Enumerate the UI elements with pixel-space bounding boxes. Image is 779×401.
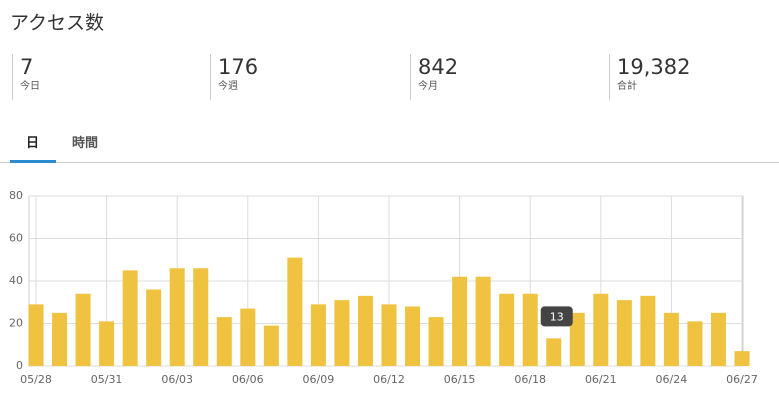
bar	[475, 276, 491, 366]
bar	[405, 306, 421, 366]
bar	[122, 270, 138, 366]
bar	[428, 317, 444, 366]
stat-value: 842	[418, 55, 459, 79]
bar	[334, 300, 350, 366]
bar	[240, 308, 256, 366]
page-title: アクセス数	[10, 12, 105, 34]
x-tick-label: 06/18	[514, 373, 546, 386]
x-tick-label: 06/03	[161, 373, 193, 386]
x-tick-label: 06/24	[656, 373, 688, 386]
x-tick-label: 05/28	[20, 373, 52, 386]
x-tick-label: 06/27	[726, 373, 758, 386]
divider	[0, 162, 779, 163]
bar	[193, 268, 209, 366]
x-tick-label: 06/06	[232, 373, 264, 386]
y-tick-label: 80	[9, 189, 23, 202]
y-tick-label: 0	[16, 359, 23, 372]
x-tick-label: 06/12	[373, 373, 405, 386]
tab[interactable]: 時間	[72, 136, 99, 151]
bar	[522, 293, 538, 366]
x-tick-label: 05/31	[91, 373, 123, 386]
bar	[616, 300, 632, 366]
bar	[452, 276, 468, 366]
bar	[169, 268, 185, 366]
x-tick-label: 06/09	[303, 373, 335, 386]
stat: 7 今日	[12, 54, 40, 100]
stat-value: 19,382	[617, 55, 691, 79]
y-tick-label: 20	[9, 317, 23, 330]
bar	[569, 312, 585, 366]
tab[interactable]: 日	[26, 136, 40, 151]
stat: 176 今週	[210, 54, 258, 100]
bar	[640, 295, 656, 366]
bar	[99, 321, 115, 366]
x-tick-label: 06/15	[444, 373, 476, 386]
bar	[687, 321, 703, 366]
tooltip	[540, 306, 573, 327]
tab-indicator	[10, 160, 56, 163]
tooltip-label: 13	[550, 310, 564, 323]
stat: 842 今月	[410, 54, 458, 100]
bar	[663, 312, 679, 366]
bar	[75, 293, 91, 366]
stat-label: 今週	[218, 81, 238, 92]
stat-label: 今月	[418, 81, 438, 92]
stat-label: 今日	[20, 81, 40, 92]
bar	[216, 317, 232, 366]
bar	[546, 338, 562, 366]
bar	[310, 304, 326, 366]
bar	[28, 304, 44, 366]
bar	[357, 295, 373, 366]
stat-value: 176	[218, 55, 259, 79]
bar	[593, 293, 609, 366]
bar	[287, 257, 303, 366]
y-tick-label: 60	[9, 232, 23, 245]
bar	[499, 293, 515, 366]
y-tick-label: 40	[9, 274, 23, 287]
x-tick-label: 06/21	[585, 373, 617, 386]
bar	[263, 325, 279, 366]
stat: 19,382 合計	[609, 54, 690, 100]
stat-value: 7	[20, 55, 34, 79]
bar	[381, 304, 397, 366]
bar	[52, 312, 68, 366]
bar	[710, 312, 726, 366]
bar	[734, 351, 750, 366]
stat-label: 合計	[617, 81, 637, 92]
bar	[146, 289, 162, 366]
